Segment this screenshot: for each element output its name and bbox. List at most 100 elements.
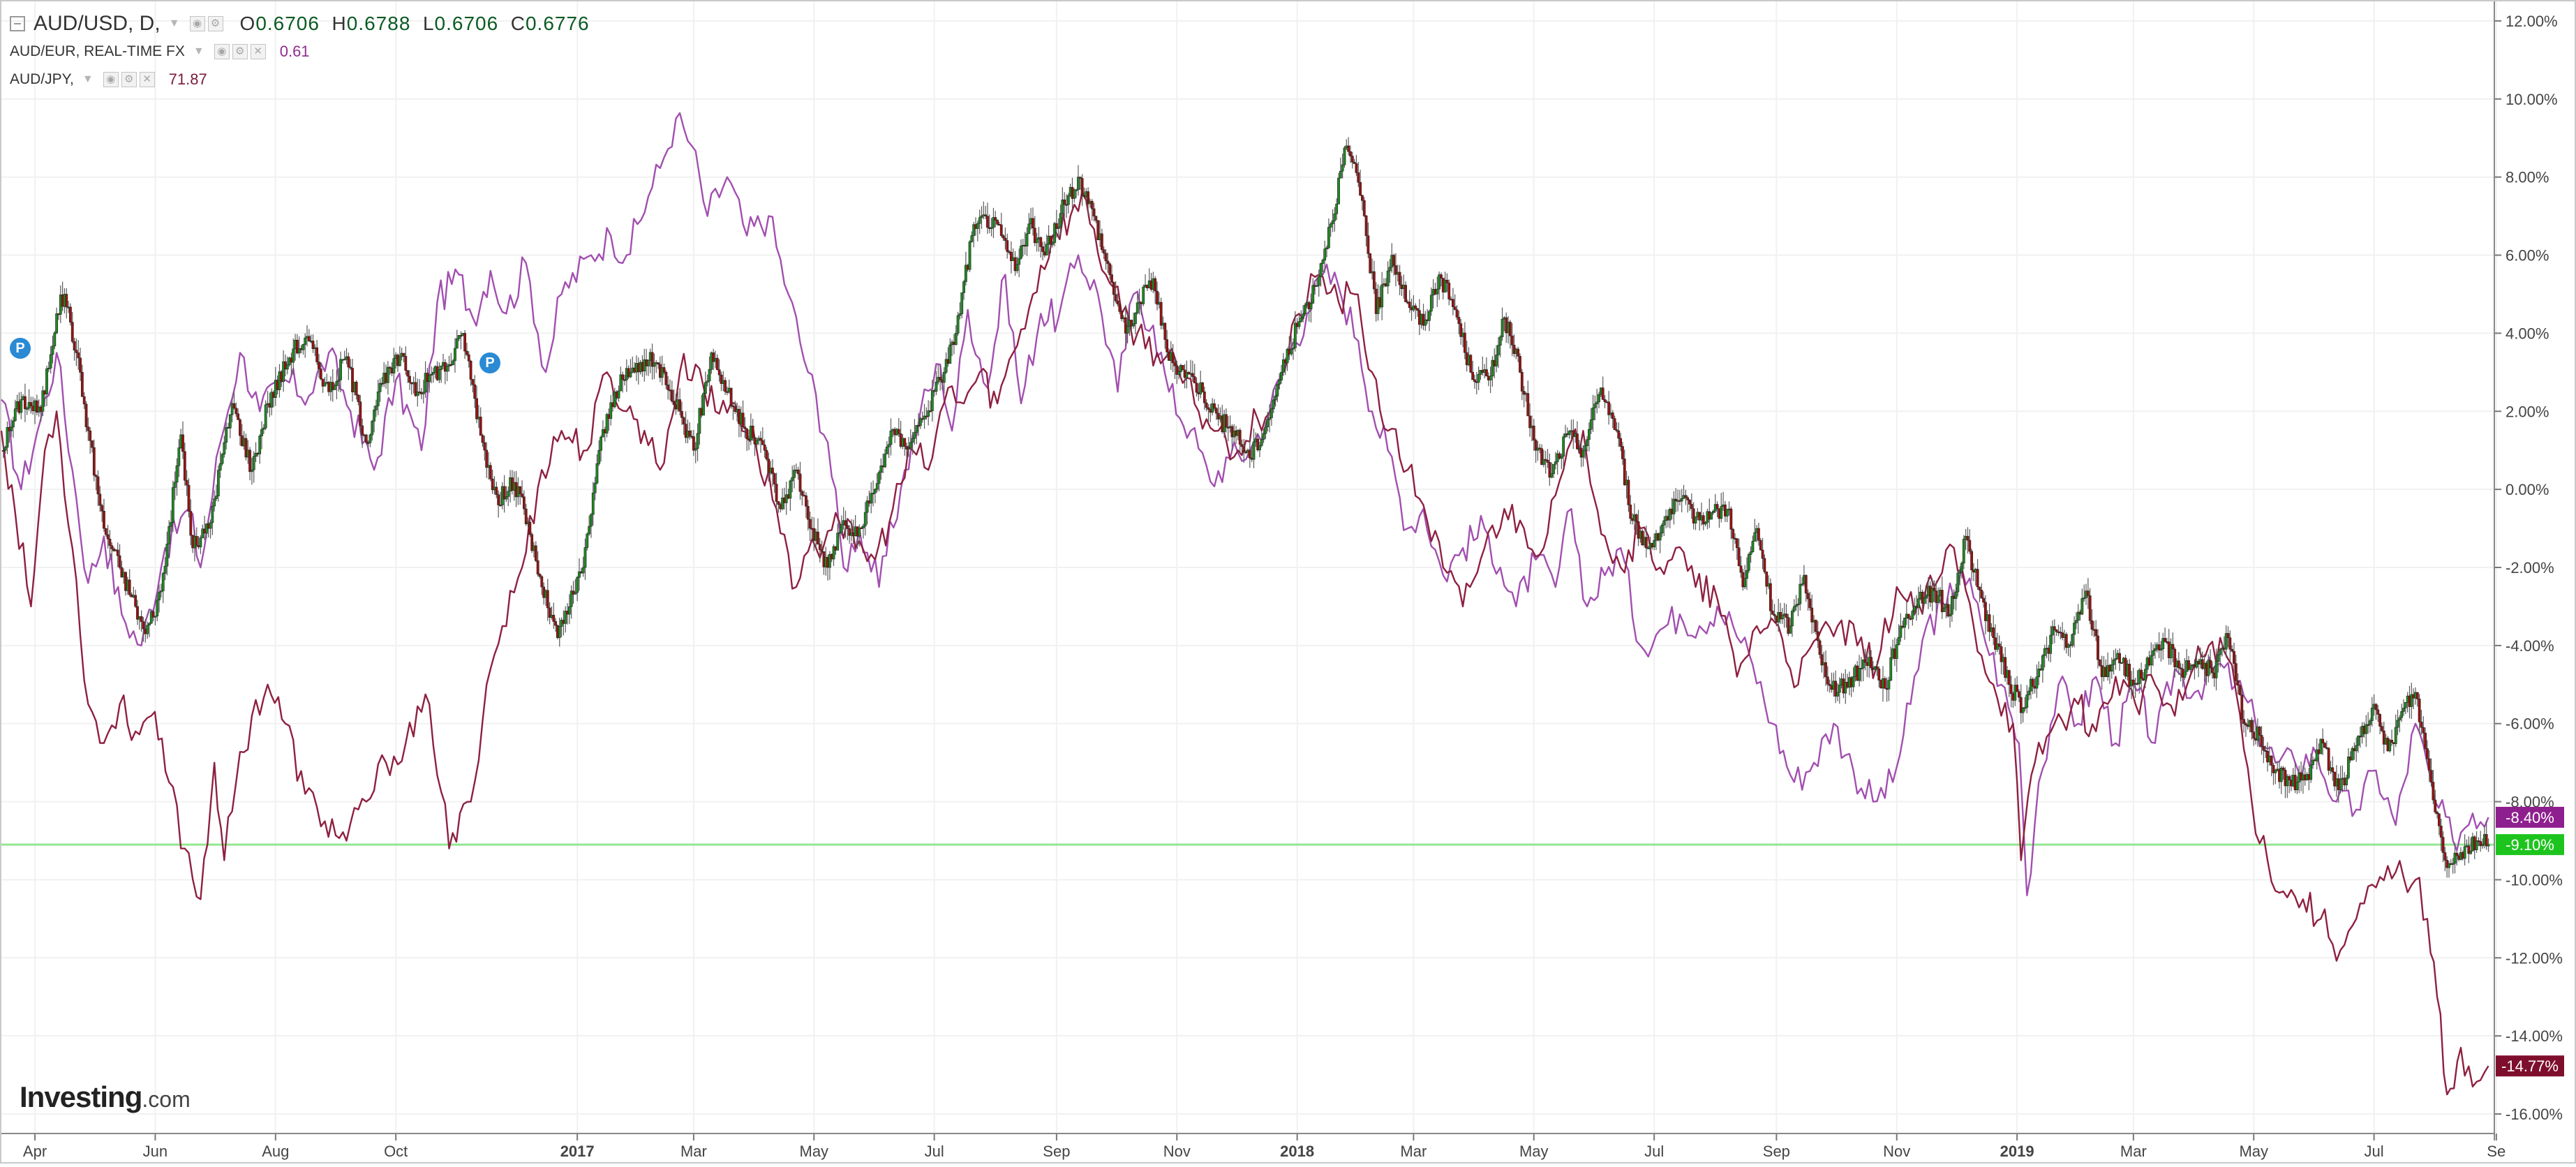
candle-body xyxy=(680,410,683,418)
candle-body xyxy=(1668,509,1672,521)
candle-body xyxy=(79,357,82,373)
candle-body xyxy=(440,365,443,370)
chevron-down-icon[interactable]: ▼ xyxy=(168,17,180,29)
candle-body xyxy=(475,398,478,419)
candle-body xyxy=(1136,302,1139,313)
candle-body xyxy=(65,294,68,308)
candle-body xyxy=(600,436,602,451)
low-value: 0.6706 xyxy=(434,13,499,34)
eye-icon[interactable]: ◉ xyxy=(103,72,119,87)
candle-body xyxy=(2455,852,2459,856)
candle-body xyxy=(1035,239,1038,244)
candle-body xyxy=(1534,440,1538,451)
candle-body xyxy=(2309,764,2313,780)
candle-body xyxy=(258,436,262,454)
candle-body xyxy=(2169,644,2173,658)
candle-body xyxy=(1828,683,1831,686)
candle-body xyxy=(1459,323,1463,337)
candle-body xyxy=(538,574,542,577)
candle-body xyxy=(368,434,372,443)
candle-body xyxy=(20,399,23,413)
candle-body xyxy=(80,372,84,397)
eye-icon[interactable]: ◉ xyxy=(214,44,230,59)
candle-body xyxy=(55,313,59,334)
chevron-down-icon[interactable]: ▼ xyxy=(193,45,204,57)
open-value: 0.6706 xyxy=(255,13,320,34)
candle-body xyxy=(254,452,258,457)
overlay-symbol-label[interactable]: AUD/JPY, xyxy=(10,71,74,87)
gear-icon[interactable]: ⚙ xyxy=(232,44,248,59)
candle-body xyxy=(160,590,163,593)
candle-body xyxy=(1834,681,1838,697)
candle-body xyxy=(1159,302,1163,326)
candle-body xyxy=(1635,514,1638,522)
candle-body xyxy=(2286,776,2289,787)
candle-body xyxy=(2443,852,2447,861)
candle-body xyxy=(818,544,821,550)
chevron-down-icon[interactable]: ▼ xyxy=(82,73,94,85)
close-icon[interactable]: ✕ xyxy=(250,44,266,59)
candle-body xyxy=(2270,755,2273,766)
candle-body xyxy=(909,442,912,449)
brand-suffix: .com xyxy=(142,1087,191,1112)
collapse-legend-icon[interactable] xyxy=(10,16,25,31)
candle-body xyxy=(911,438,914,443)
candle-body xyxy=(483,442,486,451)
candle-body xyxy=(2436,812,2439,815)
candle-body xyxy=(1424,319,1427,326)
main-symbol-label[interactable]: AUD/USD, D, xyxy=(33,12,161,35)
candle-body xyxy=(980,215,983,218)
high-label: H xyxy=(332,13,347,34)
candle-body xyxy=(1684,495,1688,498)
candle-body xyxy=(361,425,364,436)
candle-body xyxy=(1627,480,1630,505)
candle-body xyxy=(1495,355,1498,366)
candle-body xyxy=(519,486,522,494)
event-marker[interactable]: P xyxy=(10,338,31,359)
candle-body xyxy=(1806,593,1810,600)
candle-body xyxy=(3,447,7,451)
event-marker[interactable]: P xyxy=(479,352,500,373)
candle-body xyxy=(1225,414,1228,428)
candle-body xyxy=(1077,177,1080,191)
candle-body xyxy=(1796,603,1800,606)
eye-icon[interactable]: ◉ xyxy=(189,16,205,31)
candle-body xyxy=(1341,164,1344,172)
candle-body xyxy=(1006,240,1009,252)
candle-body xyxy=(777,501,780,505)
candle-body xyxy=(311,341,315,349)
candle-body xyxy=(161,573,165,591)
candle-body xyxy=(106,534,110,540)
candle-body xyxy=(2279,767,2283,782)
candle-body xyxy=(887,444,891,447)
candle-body xyxy=(237,413,240,420)
candle-body xyxy=(761,440,764,445)
candle-body xyxy=(232,403,236,408)
candle-body xyxy=(917,425,920,427)
candle-body xyxy=(2154,648,2157,651)
candle-body xyxy=(1316,285,1318,287)
candle-body xyxy=(927,410,930,417)
candle-body xyxy=(98,493,102,506)
candle-body xyxy=(2370,708,2374,721)
gear-icon[interactable]: ⚙ xyxy=(121,72,137,87)
candle-body xyxy=(1863,659,1867,663)
candle-body xyxy=(1751,541,1755,552)
candle-body xyxy=(2390,739,2393,743)
candle-body xyxy=(873,489,877,493)
overlay-symbol-label[interactable]: AUD/EUR, REAL-TIME FX xyxy=(10,43,185,59)
close-icon[interactable]: ✕ xyxy=(139,72,155,87)
candle-body xyxy=(82,396,86,405)
gear-icon[interactable]: ⚙ xyxy=(207,16,223,31)
candle-body xyxy=(467,354,470,362)
candle-body xyxy=(2345,778,2348,786)
candle-body xyxy=(688,430,692,437)
candle-body xyxy=(2179,667,2182,669)
candle-body xyxy=(956,315,960,334)
candle-body xyxy=(1818,640,1822,655)
candle-body xyxy=(1185,372,1189,378)
candle-body xyxy=(2171,644,2175,650)
